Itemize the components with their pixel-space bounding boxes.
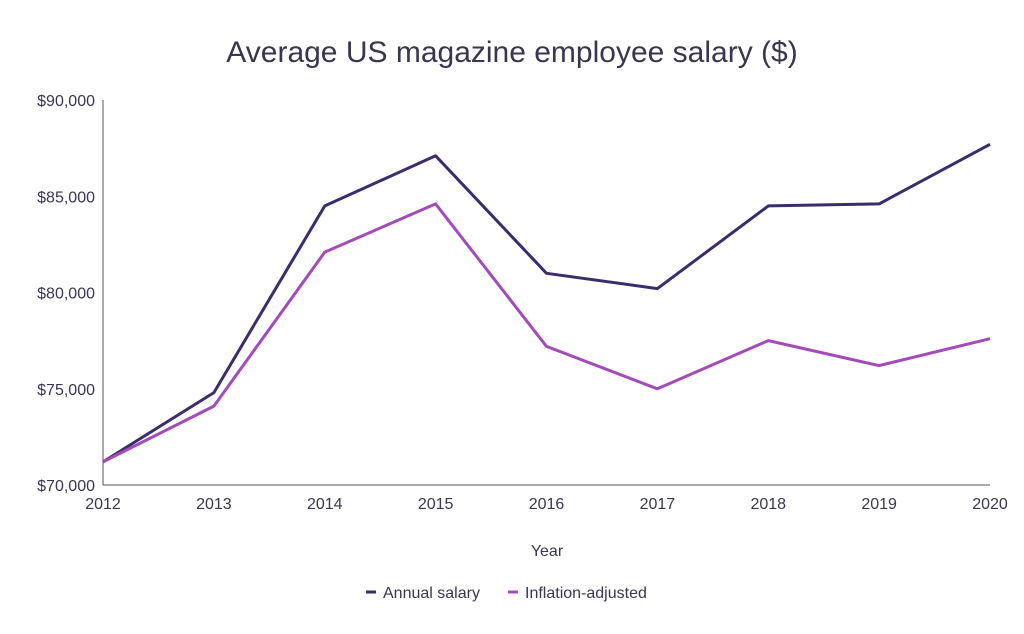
y-tick-label: $70,000 — [37, 478, 95, 495]
y-tick-label: $75,000 — [37, 382, 95, 399]
x-tick-label: 2013 — [196, 496, 232, 513]
x-tick-label: 2017 — [640, 496, 676, 513]
x-axis-label: Year — [531, 543, 564, 560]
x-tick-labels: 2012 2013 2014 2015 2016 2017 2018 2019 2020 — [85, 496, 1008, 513]
x-tick-label: 2016 — [529, 496, 565, 513]
legend-label: Inflation-adjusted — [525, 585, 647, 602]
series-line-1 — [102, 142, 991, 464]
x-tick-label: 2012 — [85, 496, 121, 513]
series-lines — [102, 142, 991, 464]
legend: Annual salary Inflation-adjusted — [366, 585, 647, 602]
y-tick-label: $80,000 — [37, 286, 95, 303]
x-tick-label: 2014 — [307, 496, 343, 513]
x-tick-label: 2019 — [861, 496, 897, 513]
y-tick-labels: $70,000 $75,000 $80,000 $85,000 $90,000 — [37, 93, 95, 495]
x-tick-label: 2018 — [750, 496, 786, 513]
series-line-2 — [102, 202, 991, 464]
chart-title: Average US magazine employee salary ($) — [226, 36, 797, 69]
y-tick-label: $90,000 — [37, 93, 95, 110]
x-tick-label: 2015 — [418, 496, 454, 513]
legend-label: Annual salary — [383, 585, 480, 602]
x-tick-label: 2020 — [972, 496, 1008, 513]
y-tick-label: $85,000 — [37, 189, 95, 206]
